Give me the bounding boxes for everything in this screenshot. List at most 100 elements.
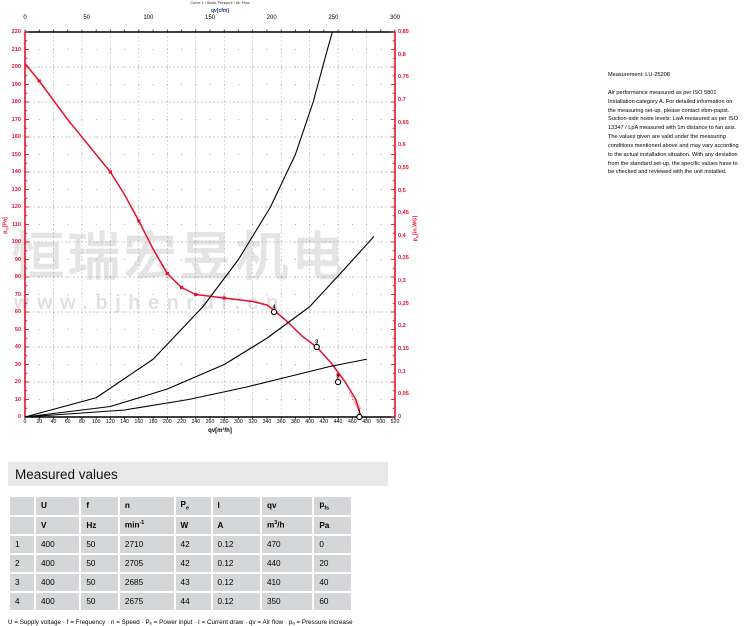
x-tick-label: 440 [333,419,343,425]
svg-text:2: 2 [337,374,340,380]
unit-current: A [212,516,260,534]
cell-frequency: 50 [81,554,118,572]
y-tick-label-right: 0,75 [398,74,409,81]
y-tick-label: 160 [11,134,21,140]
header-airflow: qv [261,497,313,515]
cell-speed: 2705 [119,554,174,572]
x-tick-label-top: 50 [83,15,90,21]
cell-frequency: 50 [81,573,118,591]
header-frequency: f [81,497,118,515]
x-tick-label: 320 [248,419,258,425]
y-tick-label: 180 [11,99,21,105]
y-tick-label: 210 [11,46,21,53]
header-index [10,497,34,515]
cell-speed: 2685 [119,573,174,591]
cell-frequency: 50 [81,592,118,610]
x-tick-label: 0 [23,419,27,425]
y-tick-label-right: 0,55 [398,164,409,171]
measured-values-title: Measured values [15,466,118,482]
measured-values-table: U f n Pe I qv pfs V Hz min-1 W A m3/h Pa… [8,495,353,612]
y-tick-label: 30 [14,361,21,368]
y-tick-label: 60 [14,309,21,315]
y-tick-label-right: 0,1 [398,368,406,375]
cell-pressure: 0 [314,535,351,553]
cell-idx: 4 [10,592,34,610]
x-tick-label: 20 [36,419,43,425]
svg-text:4: 4 [272,304,276,310]
x-tick-label-top: 250 [328,15,339,21]
x-tick-label-top: 150 [204,15,216,21]
table-row: 2 400 50 2705 42 0.12 440 20 [10,554,351,572]
x-tick-label: 460 [347,419,357,425]
cell-voltage: 400 [36,554,80,572]
y-tick-label: 150 [11,151,21,158]
y-tick-label: 120 [11,204,21,210]
x-tick-label: 400 [305,419,314,425]
table-row: 3 400 50 2685 43 0.12 410 40 [10,573,351,591]
y-tick-label-right: 0,4 [398,232,406,239]
cell-airflow: 440 [261,554,313,572]
svg-text:3: 3 [315,339,318,345]
cell-power: 43 [175,573,211,591]
unit-pressure: Pa [314,516,351,534]
unit-voltage: V [36,516,80,534]
cell-airflow: 350 [261,592,313,610]
x-tick-label-top: 200 [266,15,277,21]
table-row: 4 400 50 2675 44 0.12 350 60 [10,592,351,610]
header-power: Pe [175,497,211,515]
header-speed: n [119,497,174,515]
x-tick-label-top: 100 [143,15,154,21]
table-body: 1 400 50 2710 42 0.12 470 0 2 400 50 2705 42 0.12 440 2… [10,535,351,610]
x-tick-label: 120 [106,419,115,425]
cell-voltage: 400 [36,592,80,610]
plot-svg: 1 2 3 4 LU-25208 [24,29,396,421]
cell-power: 42 [175,554,211,572]
top-axis-label: qv[cfm] [210,8,230,14]
y-tick-label: 90 [14,256,21,263]
unit-airflow: m3/h [261,516,313,534]
x-tick-label: 160 [134,419,144,425]
cell-pressure: 60 [314,592,351,610]
x-tick-label: 380 [291,419,300,425]
y-tick-label: 220 [11,29,21,35]
cell-power: 44 [175,592,211,610]
x-tick-label: 360 [276,419,286,425]
measurement-note-block: Measurement: LU-25208 Air performance me… [608,72,740,177]
y-tick-label-right: 0,15 [398,346,409,353]
header-voltage: U [36,497,80,515]
x-tick-label: 480 [362,419,371,425]
x-tick-label: 240 [191,419,201,425]
y-tick-label: 110 [11,221,21,228]
cell-pressure: 20 [314,554,351,572]
measurement-note-body: Air performance measured as per ISO 5801… [608,90,739,176]
cell-airflow: 470 [261,535,313,553]
y-tick-label-right: 0,35 [398,255,409,262]
y-tick-label: 70 [14,291,21,298]
y-tick-label: 50 [14,326,21,333]
y-tick-label-right: 0,85 [398,29,409,35]
x-tick-label: 300 [234,419,243,425]
y-tick-label-right: 0,25 [398,300,409,307]
x-tick-label: 260 [205,419,215,425]
y-tick-label-right: 0,45 [398,210,409,217]
cell-speed: 2675 [119,592,174,610]
x-tick-label-top: 0 [23,15,27,21]
unit-index [10,516,34,534]
y-tick-label: 190 [11,81,21,88]
unit-power: W [175,516,211,534]
cell-idx: 1 [10,535,34,553]
x-tick-label: 520 [390,419,400,425]
y-tick-label: 80 [14,274,21,280]
header-pressure: pfs [314,497,351,515]
cell-speed: 2710 [119,535,174,553]
table-header-unit-row: V Hz min-1 W A m3/h Pa [10,516,351,534]
cell-pressure: 40 [314,573,351,591]
cell-airflow: 410 [261,573,313,591]
y-tick-label: 170 [11,116,21,123]
measurement-id-label: Measurement: LU-25208 [608,72,670,78]
x-tick-label: 40 [50,419,57,425]
cell-idx: 3 [10,573,34,591]
y-tick-label-right: 0,65 [398,119,409,126]
y-tick-label-right: 0,05 [398,391,409,398]
unit-frequency: Hz [81,516,118,534]
